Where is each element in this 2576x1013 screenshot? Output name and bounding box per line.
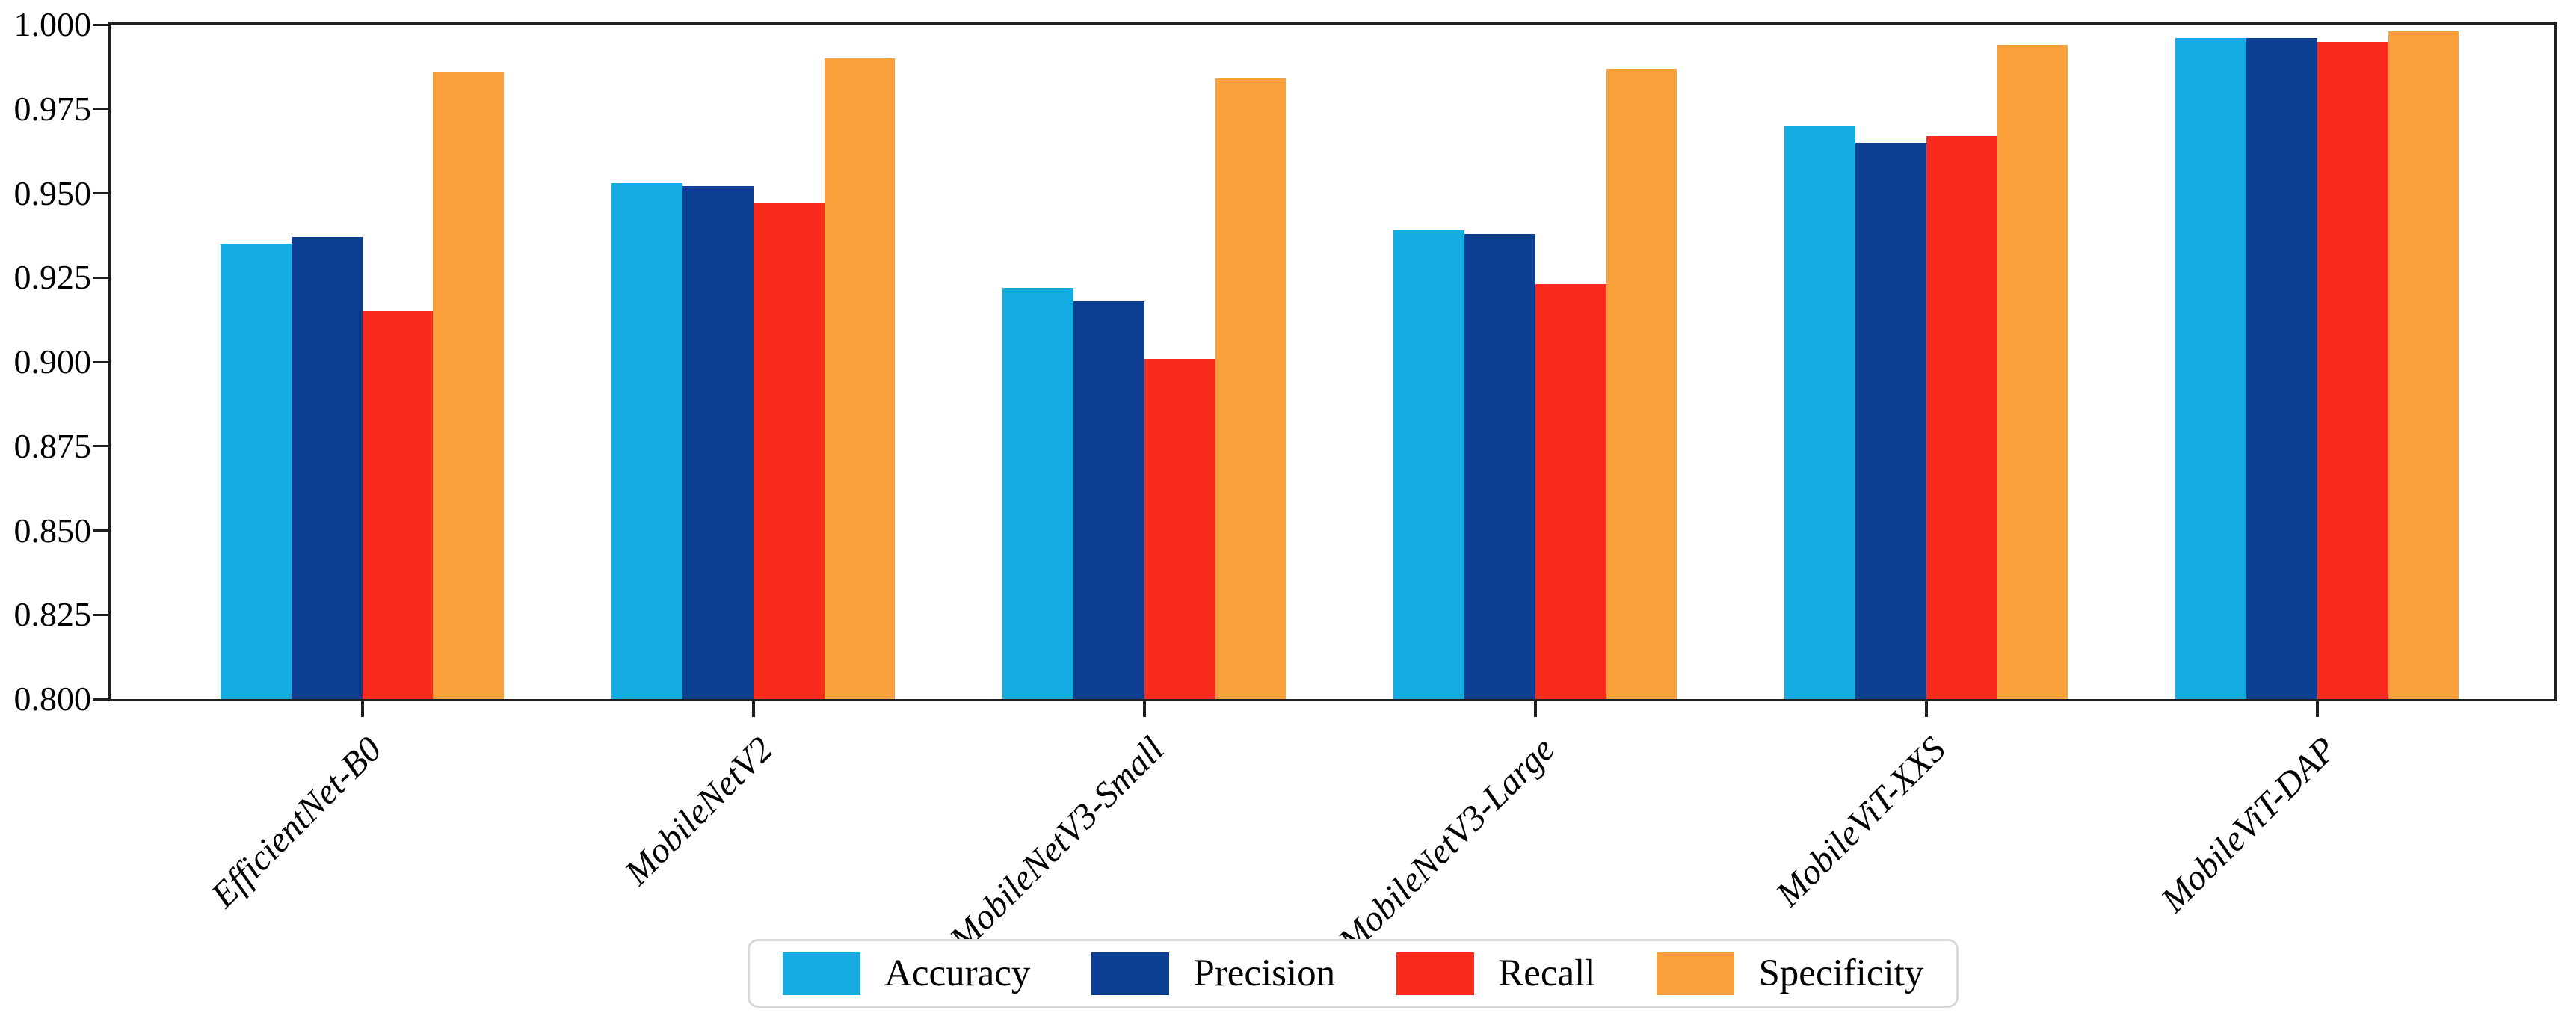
y-tick-mark (93, 613, 108, 616)
y-tick-label: 0.800 (13, 680, 92, 718)
bar-recall-mobilenetv2 (753, 203, 825, 699)
plot-area: 1.000 0.975 0.950 0.925 0.900 0.875 0.850 0.825… (14, 7, 2557, 961)
bar-group-mobilevit-dap (2175, 25, 2459, 699)
y-tick-label: 0.875 (13, 426, 92, 465)
bar-recall-mobilevit-dap (2317, 41, 2388, 699)
legend-label: Specificity (1758, 952, 1924, 994)
bar-precision-mobilevit-xxs (1855, 142, 1926, 699)
bar-recall-efficientnet-b0 (362, 311, 434, 699)
x-axis-label: MobileViT-XXS (1768, 729, 1953, 914)
x-axis-label: MobileViT-DAP (2154, 729, 2344, 920)
y-tick-label: 0.825 (13, 595, 92, 634)
y-tick-label: 0.975 (13, 89, 92, 128)
bar-precision-mobilenetv2 (682, 186, 754, 699)
bar-group-mobilenetv2 (611, 25, 896, 699)
y-tick-label: 1.000 (13, 5, 92, 43)
y-tick-mark (93, 108, 108, 111)
legend-swatch-specificity (1657, 952, 1735, 995)
bar-accuracy-mobilevit-xxs (1784, 126, 1856, 699)
x-tick-mark (2315, 701, 2319, 717)
y-tick-label: 0.900 (13, 342, 92, 381)
y-tick-label: 0.925 (13, 258, 92, 297)
bar-group-mobilenetv3-small (1002, 25, 1287, 699)
y-tick-mark (93, 445, 108, 448)
bar-specificity-mobilenetv3-small (1215, 78, 1287, 699)
bar-specificity-mobilevit-dap (2388, 31, 2459, 699)
y-tick-mark (93, 698, 108, 701)
bar-recall-mobilenetv3-large (1535, 284, 1606, 699)
bar-specificity-efficientnet-b0 (433, 72, 505, 699)
legend-item-specificity: Specificity (1657, 952, 1923, 995)
bar-group-mobilenetv3-large (1393, 25, 1677, 699)
bar-recall-mobilenetv3-small (1144, 358, 1215, 699)
x-tick-mark (751, 701, 755, 717)
bar-precision-mobilevit-dap (2246, 38, 2317, 699)
bar-accuracy-mobilenetv2 (611, 182, 682, 699)
legend-swatch-precision (1091, 952, 1170, 995)
bar-recall-mobilevit-xxs (1926, 135, 1997, 699)
x-tick-mark (360, 701, 364, 717)
x-tick-mark (1924, 701, 1928, 717)
bar-precision-mobilenetv3-small (1073, 301, 1144, 699)
bar-group-efficientnet-b0 (221, 25, 505, 699)
y-tick-mark (93, 276, 108, 279)
bar-precision-efficientnet-b0 (291, 237, 363, 699)
bar-accuracy-efficientnet-b0 (221, 244, 292, 699)
bar-precision-mobilenetv3-large (1464, 233, 1535, 699)
y-tick-mark (93, 23, 108, 26)
y-tick-mark (93, 192, 108, 194)
legend-item-precision: Precision (1091, 952, 1335, 995)
x-tick-mark (1533, 701, 1537, 717)
x-axis-label: MobileNetV2 (617, 729, 780, 893)
bar-group-mobilevit-xxs (1784, 25, 2068, 699)
bar-accuracy-mobilenetv3-large (1393, 230, 1465, 699)
y-tick-label: 0.850 (13, 511, 92, 549)
legend-swatch-accuracy (783, 952, 860, 995)
legend-item-accuracy: Accuracy (783, 952, 1030, 995)
bar-specificity-mobilenetv2 (824, 58, 896, 699)
bar-accuracy-mobilenetv3-small (1002, 287, 1073, 699)
bar-specificity-mobilenetv3-large (1606, 68, 1677, 699)
y-tick-mark (93, 360, 108, 363)
legend-swatch-recall (1396, 952, 1475, 995)
legend-label: Recall (1498, 952, 1596, 994)
y-tick-label: 0.950 (13, 173, 92, 212)
bar-specificity-mobilevit-xxs (1997, 45, 2068, 699)
legend: Accuracy Precision Recall Specificity (748, 939, 1959, 1008)
legend-item-recall: Recall (1396, 952, 1595, 995)
x-axis-label: MobileNetV3-Large (1331, 729, 1562, 961)
y-tick-mark (93, 529, 108, 532)
x-tick-mark (1142, 701, 1146, 717)
legend-label: Precision (1193, 952, 1336, 994)
x-axis-label: EfficientNet-B0 (203, 729, 389, 916)
bar-accuracy-mobilevit-dap (2175, 38, 2247, 699)
legend-label: Accuracy (884, 952, 1031, 994)
x-axis-label: MobileNetV3-Small (941, 729, 1171, 959)
